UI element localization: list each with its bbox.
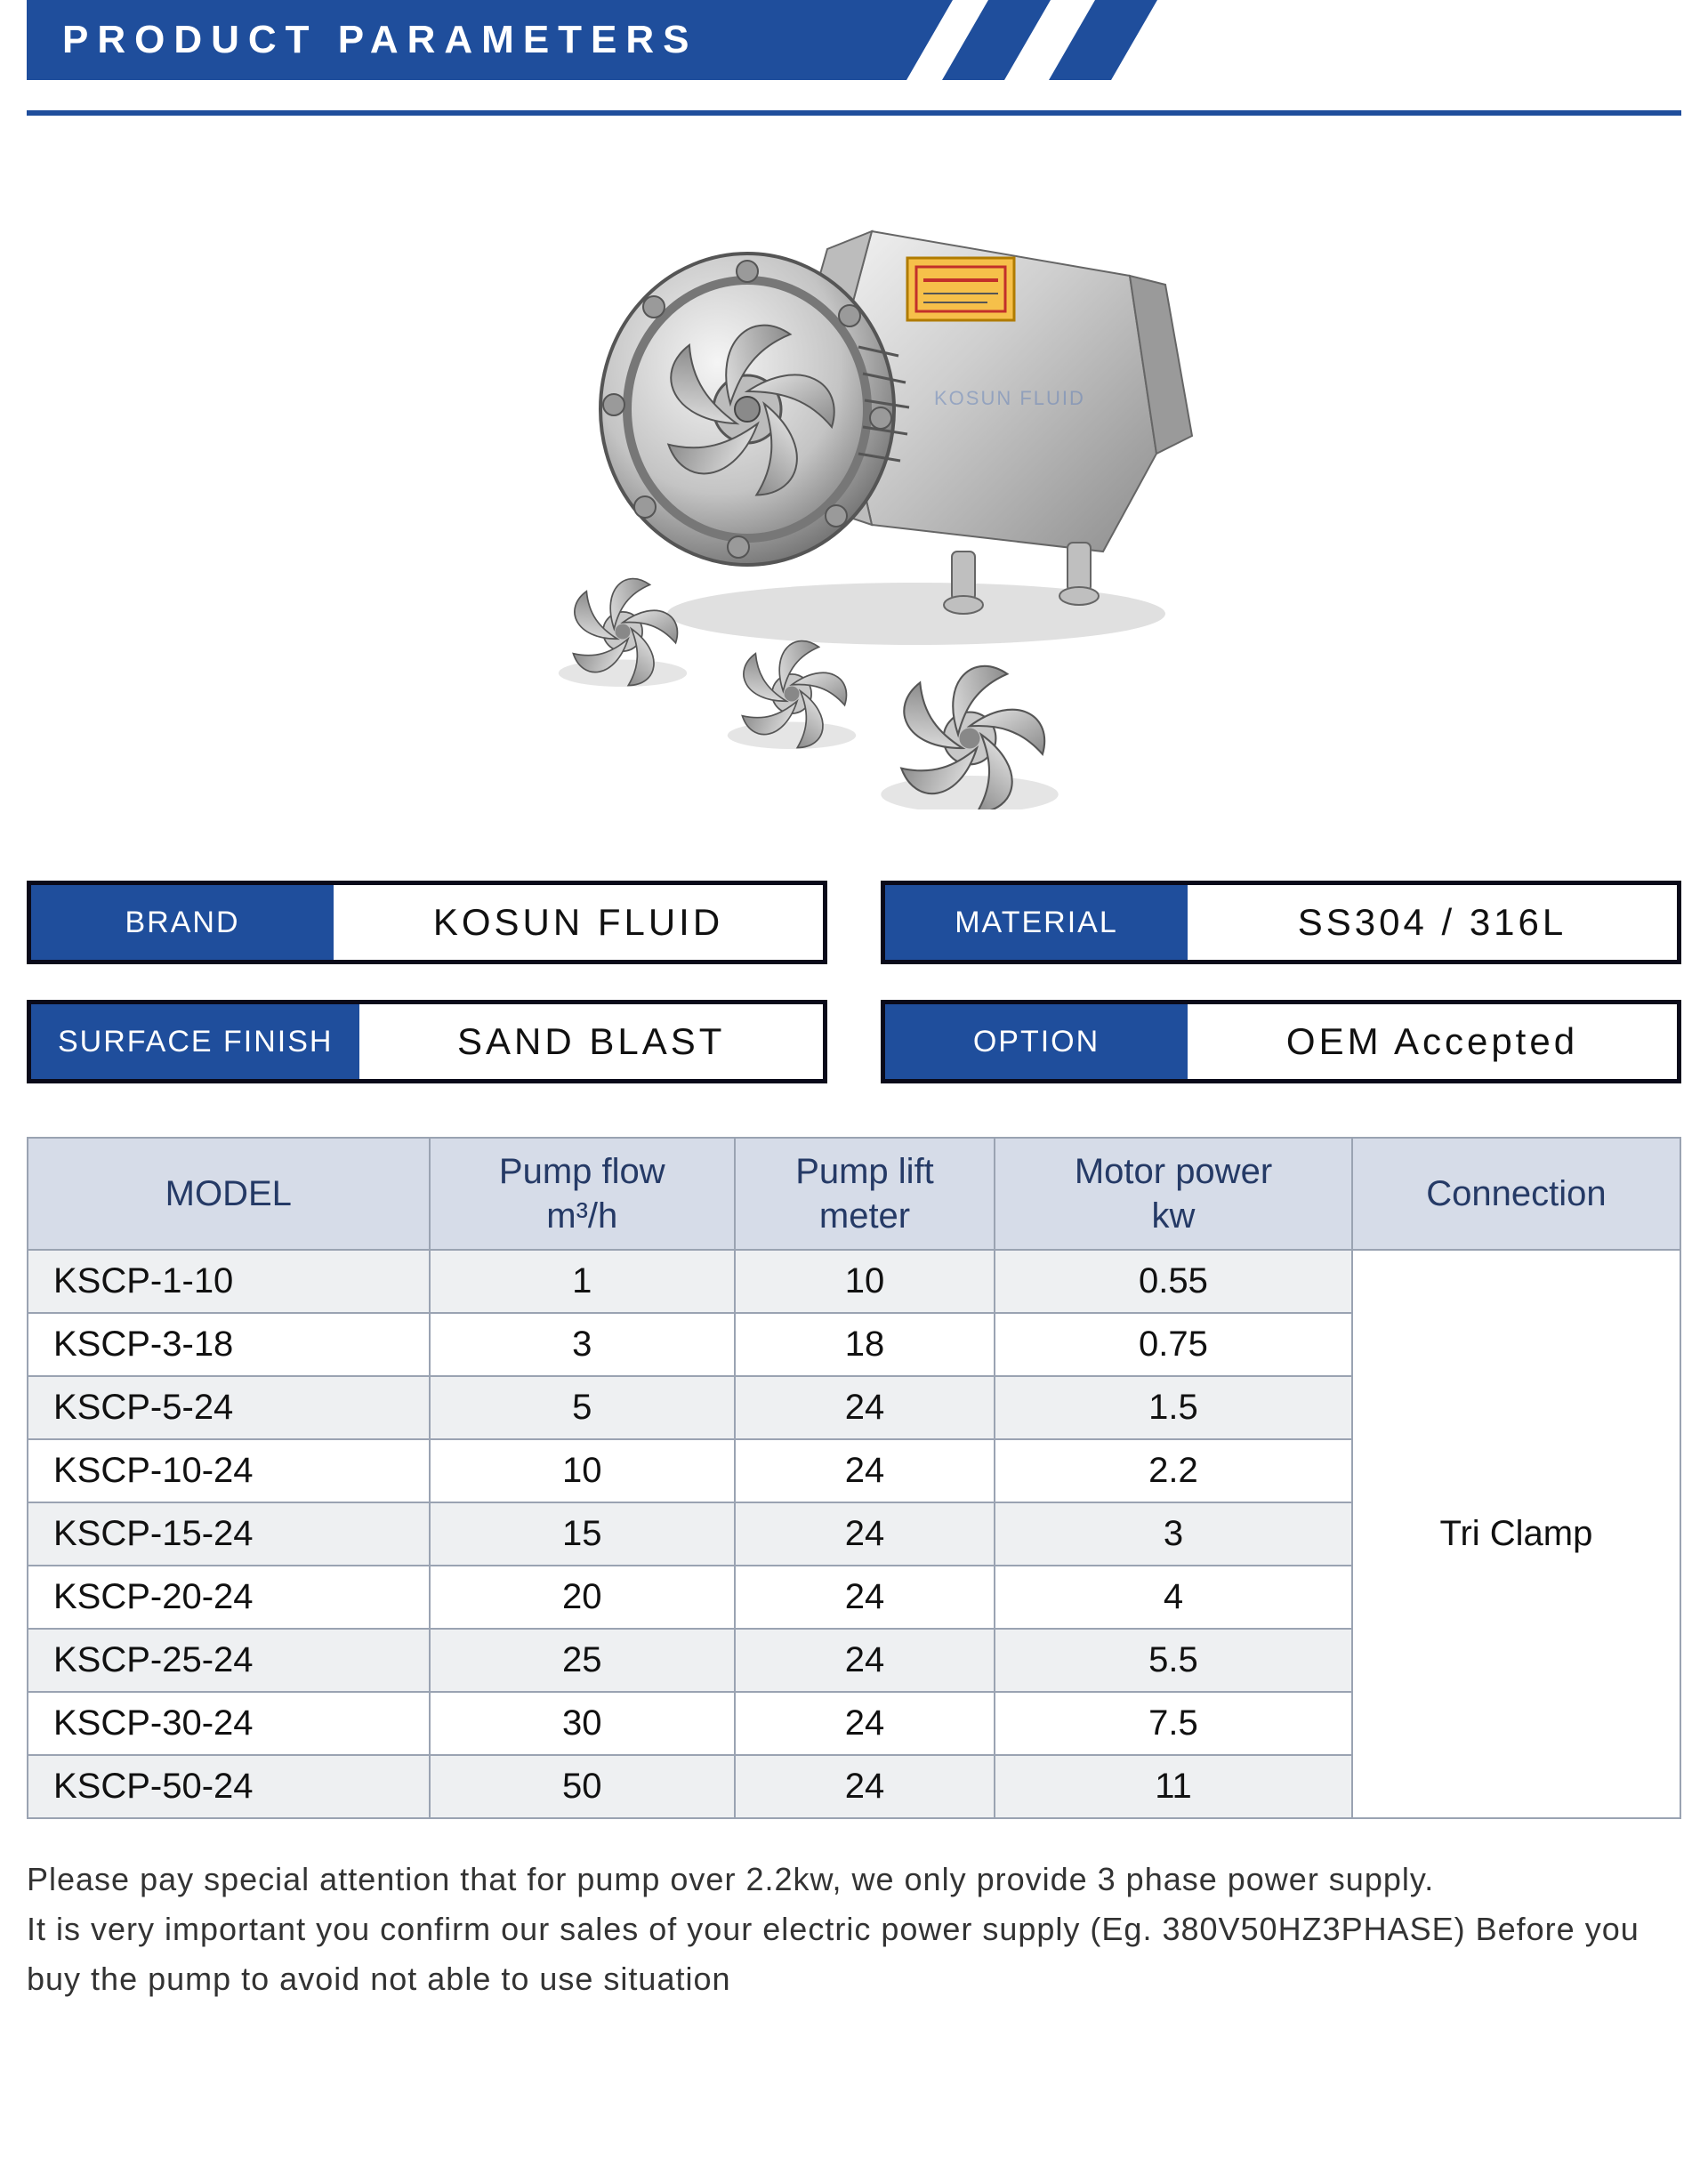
spec-label: BRAND bbox=[31, 885, 334, 960]
spec-label: SURFACE FINISH bbox=[31, 1004, 359, 1079]
col-model: MODEL bbox=[28, 1138, 430, 1250]
cell-power: 11 bbox=[995, 1755, 1352, 1818]
cell-flow: 25 bbox=[430, 1629, 735, 1692]
header-stripes-decoration bbox=[734, 0, 1681, 80]
cell-power: 1.5 bbox=[995, 1376, 1352, 1439]
cell-model: KSCP-1-10 bbox=[28, 1250, 430, 1313]
header-banner: PRODUCT PARAMETERS bbox=[27, 0, 1681, 80]
cell-connection: Tri Clamp bbox=[1352, 1250, 1680, 1818]
cell-flow: 20 bbox=[430, 1566, 735, 1629]
col-lift: Pump liftmeter bbox=[735, 1138, 995, 1250]
cell-flow: 5 bbox=[430, 1376, 735, 1439]
cell-model: KSCP-50-24 bbox=[28, 1755, 430, 1818]
spec-value: SAND BLAST bbox=[359, 1004, 823, 1079]
spec-value: SS304 / 316L bbox=[1188, 885, 1677, 960]
header-title: PRODUCT PARAMETERS bbox=[27, 0, 734, 80]
cell-flow: 50 bbox=[430, 1755, 735, 1818]
spec-label: OPTION bbox=[885, 1004, 1188, 1079]
spec-box-surface-finish: SURFACE FINISH SAND BLAST bbox=[27, 1000, 827, 1083]
cell-lift: 24 bbox=[735, 1566, 995, 1629]
cell-flow: 1 bbox=[430, 1250, 735, 1313]
spec-box-brand: BRAND KOSUN FLUID bbox=[27, 881, 827, 964]
cell-lift: 24 bbox=[735, 1629, 995, 1692]
cell-flow: 15 bbox=[430, 1502, 735, 1566]
spec-value: OEM Accepted bbox=[1188, 1004, 1677, 1079]
product-image-container: KOSUN FLUID bbox=[27, 169, 1681, 809]
image-watermark: KOSUN FLUID bbox=[934, 387, 1085, 409]
spec-value: KOSUN FLUID bbox=[334, 885, 823, 960]
cell-power: 0.75 bbox=[995, 1313, 1352, 1376]
header-underline bbox=[27, 110, 1681, 116]
cell-power: 5.5 bbox=[995, 1629, 1352, 1692]
spec-box-option: OPTION OEM Accepted bbox=[881, 1000, 1681, 1083]
note-line: It is very important you confirm our sal… bbox=[27, 1904, 1681, 1954]
col-connection: Connection bbox=[1352, 1138, 1680, 1250]
cell-lift: 24 bbox=[735, 1376, 995, 1439]
cell-model: KSCP-10-24 bbox=[28, 1439, 430, 1502]
cell-lift: 18 bbox=[735, 1313, 995, 1376]
cell-power: 0.55 bbox=[995, 1250, 1352, 1313]
cell-lift: 24 bbox=[735, 1692, 995, 1755]
cell-model: KSCP-20-24 bbox=[28, 1566, 430, 1629]
cell-flow: 10 bbox=[430, 1439, 735, 1502]
cell-model: KSCP-5-24 bbox=[28, 1376, 430, 1439]
cell-model: KSCP-30-24 bbox=[28, 1692, 430, 1755]
cell-model: KSCP-15-24 bbox=[28, 1502, 430, 1566]
cell-power: 4 bbox=[995, 1566, 1352, 1629]
cell-flow: 3 bbox=[430, 1313, 735, 1376]
table-header: MODEL Pump flowm³/h Pump liftmeter Motor… bbox=[28, 1138, 1680, 1250]
spec-box-material: MATERIAL SS304 / 316L bbox=[881, 881, 1681, 964]
table-body: KSCP-1-101100.55Tri ClampKSCP-3-183180.7… bbox=[28, 1250, 1680, 1818]
model-spec-table: MODEL Pump flowm³/h Pump liftmeter Motor… bbox=[27, 1137, 1681, 1819]
spec-label: MATERIAL bbox=[885, 885, 1188, 960]
cell-lift: 10 bbox=[735, 1250, 995, 1313]
cell-lift: 24 bbox=[735, 1755, 995, 1818]
pump-illustration: KOSUN FLUID bbox=[454, 169, 1254, 809]
table-row: KSCP-1-101100.55Tri Clamp bbox=[28, 1250, 1680, 1313]
cell-power: 3 bbox=[995, 1502, 1352, 1566]
cell-model: KSCP-25-24 bbox=[28, 1629, 430, 1692]
note-line: Please pay special attention that for pu… bbox=[27, 1855, 1681, 1904]
note-line: buy the pump to avoid not able to use si… bbox=[27, 1954, 1681, 2004]
cell-model: KSCP-3-18 bbox=[28, 1313, 430, 1376]
cell-lift: 24 bbox=[735, 1502, 995, 1566]
col-flow: Pump flowm³/h bbox=[430, 1138, 735, 1250]
spec-boxes-grid: BRAND KOSUN FLUID MATERIAL SS304 / 316L … bbox=[27, 881, 1681, 1083]
col-power: Motor powerkw bbox=[995, 1138, 1352, 1250]
footer-note: Please pay special attention that for pu… bbox=[27, 1855, 1681, 2003]
cell-flow: 30 bbox=[430, 1692, 735, 1755]
cell-power: 7.5 bbox=[995, 1692, 1352, 1755]
cell-lift: 24 bbox=[735, 1439, 995, 1502]
cell-power: 2.2 bbox=[995, 1439, 1352, 1502]
